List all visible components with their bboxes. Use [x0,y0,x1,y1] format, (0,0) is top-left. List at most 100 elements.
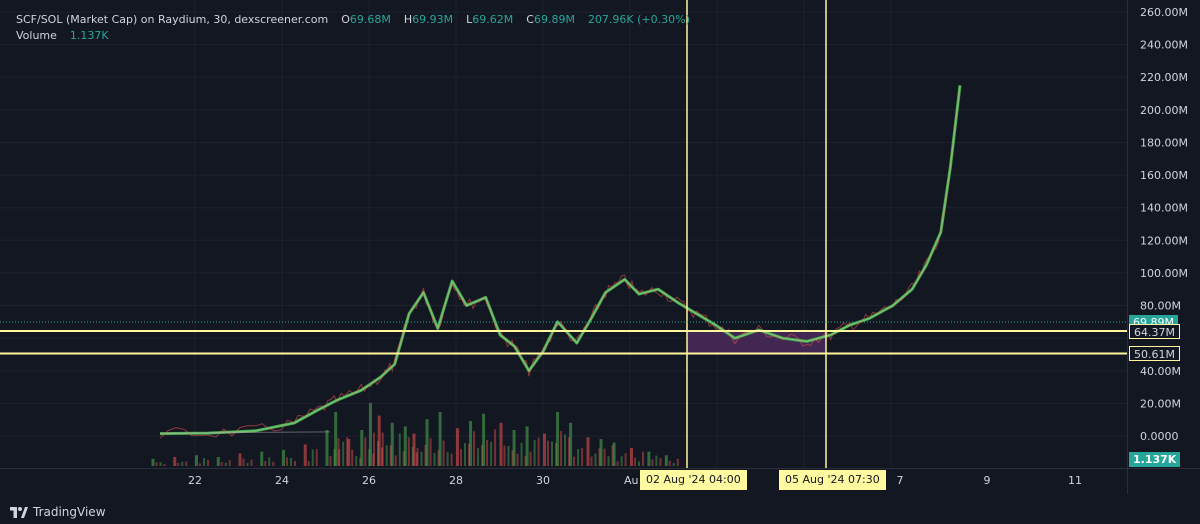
volume-bar [403,426,407,466]
volume-bar [568,437,571,466]
volume-bar [207,460,209,466]
volume-bar [499,422,503,466]
volume-bar [177,462,180,466]
x-tick-label: 24 [275,474,289,487]
volume-bar [359,457,362,466]
volume-bar [611,445,614,466]
volume-bar [547,440,549,466]
volume-bar [620,456,623,466]
volume-bar [555,442,557,466]
price-axis[interactable]: 260.00M 240.00M 220.00M 200.00M 180.00M 160.0… [1140,6,1188,443]
volume-bar [272,461,275,466]
volume-bar [347,439,351,466]
x-tick-label: Au [624,474,639,487]
volume-bar [220,461,223,466]
volume-bar [264,461,267,466]
volume-bar [303,444,307,466]
y-tick-label: 160.00M [1140,169,1188,182]
volume-label[interactable]: Volume [16,29,57,42]
volume-bar [407,437,410,466]
volume-bar [612,442,616,466]
volume-bar [634,457,636,466]
y-tick-label: 140.00M [1140,202,1188,215]
volume-bar [468,443,470,466]
volume-bar [203,458,205,466]
y-tick-label: 180.00M [1140,136,1188,149]
volume-bar [390,422,394,466]
volume-bar [551,441,553,466]
symbol-title[interactable]: SCF/SOL (Market Cap) on Raydium, 30, dex… [16,13,329,26]
volume-bar [438,412,442,466]
y-tick-label: 240.00M [1140,39,1188,52]
volume-bar [599,439,603,466]
y-tick-label: 200.00M [1140,104,1188,117]
volume-bar [537,437,540,466]
volume-bar [216,457,220,466]
volume-bar [402,451,405,466]
open-value: 69.68M [349,13,391,26]
volume-bar [490,441,493,466]
volume-bar [524,455,527,466]
volume-bar [315,449,318,466]
volume-bar [250,459,253,466]
tradingview-logo[interactable]: TradingView [10,505,106,519]
volume-bar [290,458,292,466]
time-axis[interactable]: 22 24 26 28 30 Au 7 9 11 [188,474,1082,487]
volume-bar [342,441,345,466]
y-tick-label: 0.0000 [1140,430,1179,443]
price-line-noise [159,93,959,439]
level-top-tag[interactable]: 64.37M [1129,324,1180,340]
volume-bar [560,430,563,466]
volume-bar [373,432,375,466]
volume-bar [151,458,155,466]
volume-bar [624,453,627,466]
volume-bar [412,433,416,466]
change-value: 207.96K (+0.30%) [587,13,690,26]
volume-bar [516,453,519,466]
highlight-box [687,332,826,354]
volume-bar [185,461,188,466]
volume-bar [442,440,445,466]
volume-bar [486,440,489,466]
volume-bar [424,444,427,466]
open-label: O [341,13,350,26]
volume-bar [355,456,358,466]
volume-bar [420,451,423,466]
volume-bar [334,412,338,466]
y-tick-label: 100.00M [1140,267,1188,280]
level-bottom-tag[interactable]: 50.61M [1129,346,1180,362]
volume-bar [307,461,310,466]
volume-bar [598,448,601,466]
volume-bar [325,430,329,466]
volume-bar [199,463,201,466]
volume-bar [369,403,372,466]
volume-bar [655,455,658,466]
volume-bar [607,456,610,466]
close-label: C [526,13,534,26]
volume-bar [238,453,242,466]
price-line-main [159,85,962,436]
drawing-lines-layer[interactable] [0,0,1127,468]
volume-bar [469,421,473,466]
x-tick-label: 11 [1068,474,1082,487]
volume-bar [282,449,285,466]
time-tag-right[interactable]: 05 Aug '24 07:30 [779,470,886,490]
volume-bar [503,445,506,466]
volume-bar [533,439,536,466]
tradingview-logo-text: TradingView [33,505,106,519]
volume-bar [437,450,440,466]
low-value: 69.62M [472,13,514,26]
volume-bar [286,457,288,466]
volume-bar [590,456,593,466]
x-tick-label: 30 [536,474,550,487]
volume-bar [346,437,349,466]
volume-bar [381,447,383,466]
time-tag-left[interactable]: 02 Aug '24 04:00 [640,470,747,490]
volume-bar [529,451,532,466]
volume-bar [385,445,388,466]
volume-bar [577,448,580,466]
volume-bar [260,451,264,466]
chart-legend: SCF/SOL (Market Cap) on Raydium, 30, dex… [16,12,690,44]
